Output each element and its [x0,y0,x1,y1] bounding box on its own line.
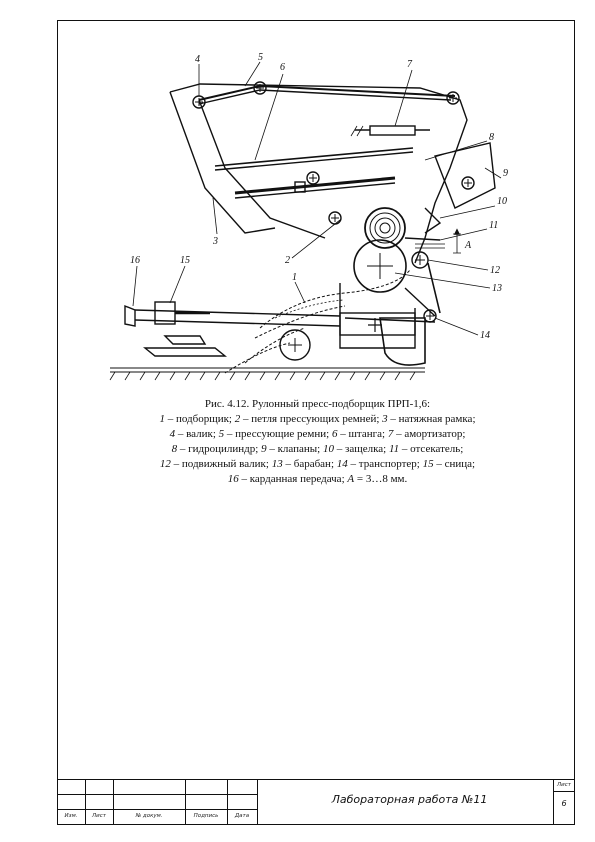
callout-4: 4 [195,54,200,65]
callout-1: 1 [292,272,297,283]
callout-A: А [464,240,472,251]
callout-11: 11 [489,220,498,231]
rod-6 [214,147,414,167]
caption-line: 16 – карданная передача; А = 3…8 мм. [227,473,408,485]
caption-line: 4 – валик; 5 – прессующие ремни; 6 – шта… [169,428,466,440]
wheel [379,317,426,366]
pickup-1 [339,283,416,349]
callout-5: 5 [258,52,263,63]
page-frame [57,20,575,825]
caption-heading: Рис. 4.12. Рулонный пресс-подборщик ПРП-… [204,398,431,410]
callout-12: 12 [490,265,500,276]
callout-14: 14 [480,330,490,341]
drawbar-15 [134,309,341,327]
ground [110,367,425,373]
callout-9: 9 [503,168,508,179]
caption-line: 12 – подвижный валик; 13 – барабан; 14 –… [159,458,476,470]
callout-7: 7 [407,59,413,70]
callout-10: 10 [497,196,507,207]
callout-3: 3 [212,236,218,247]
caption-line: 1 – подборщик; 2 – петля прессующих ремн… [159,413,476,425]
press-chamber-outline [169,83,468,264]
latch-10 [424,207,442,234]
callout-8: 8 [489,132,494,143]
label-list: Лист [92,813,106,819]
callout-13: 13 [492,283,502,294]
hay-flow [224,269,411,374]
figure-caption: Рис. 4.12. Рулонный пресс-подборщик ПРП-… [80,397,555,487]
shock-absorber-7 [369,125,416,136]
cardan-16 [124,304,136,327]
sheet-number: 6 [561,799,567,808]
conveyor-14 [344,317,436,323]
callout-15: 15 [180,255,190,266]
callout-2: 2 [285,255,290,266]
label-doc: № докум. [135,813,163,819]
drum-13 [353,239,407,293]
baler-drawing: 4 5 6 7 8 9 10 11 12 13 14 16 15 1 2 3 А [109,52,508,381]
bale-roll [364,207,406,249]
callout-6: 6 [280,62,285,73]
label-sign: Подпись [193,813,219,819]
valves-9 [434,142,496,209]
label-izm: Изм. [64,813,78,819]
hydraulic-cylinder-8 [234,176,396,195]
callout-16: 16 [130,255,140,266]
sheet-label: Лист [557,782,571,788]
title-block: Изм. Лист № докум. Подпись Дата Лаборато… [57,779,575,825]
caption-line: 8 – гидроцилиндр; 9 – клапаны; 10 – заще… [171,443,464,455]
document-title: Лабораторная работа №11 [331,793,488,806]
label-date: Дата [234,813,250,819]
